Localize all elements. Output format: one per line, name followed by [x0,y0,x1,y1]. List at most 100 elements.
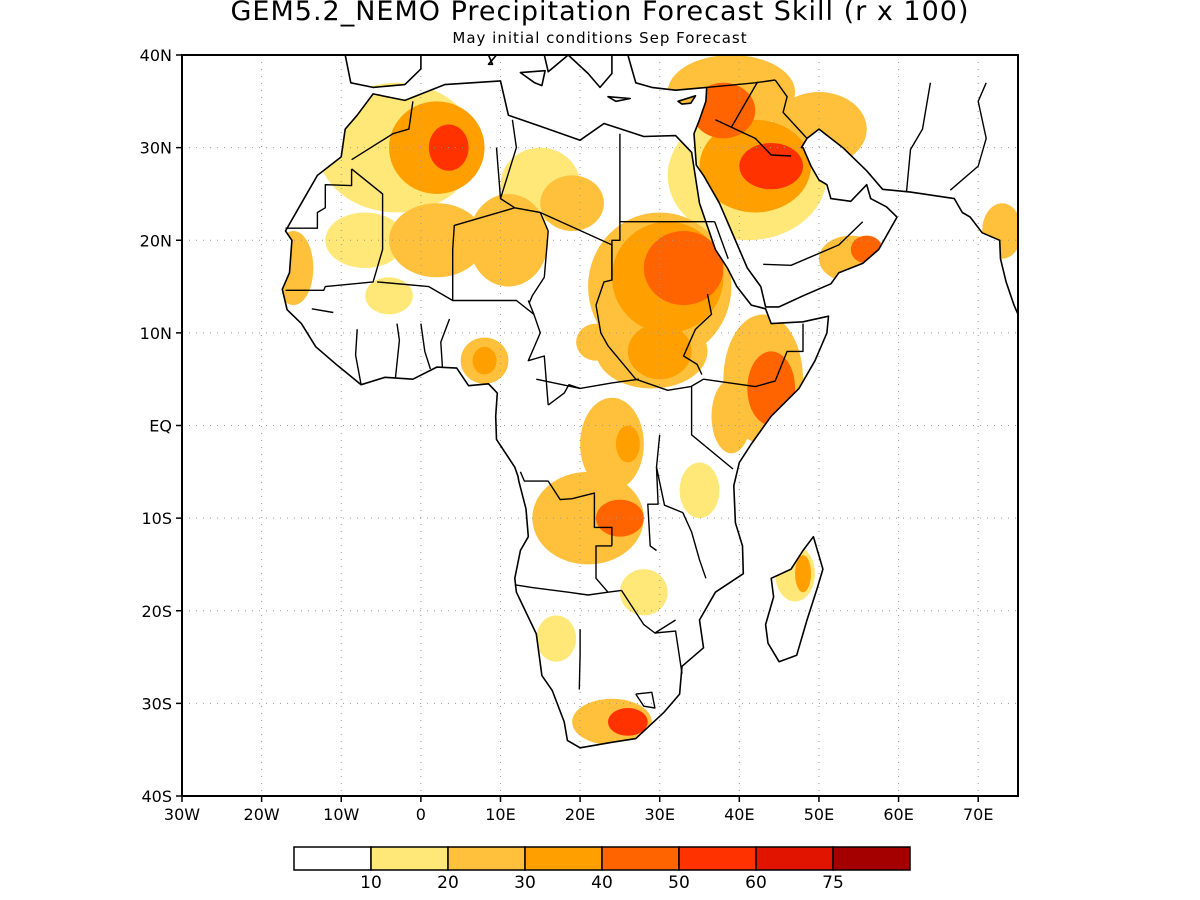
skill-blob [580,397,644,491]
country-border [440,318,451,368]
country-border [655,434,684,514]
country-border [528,230,549,304]
country-border [311,308,334,314]
country-border [394,323,401,379]
country-border [595,304,691,391]
lon-tick-label: 30E [644,805,674,824]
lat-tick-label: 40N [140,46,172,65]
country-border [690,323,804,388]
skill-blob [472,346,497,375]
country-border [647,467,659,552]
country-border [285,168,384,291]
skill-blob [982,203,1018,259]
country-border [635,691,656,709]
coastline [677,95,697,105]
country-border [714,221,729,260]
coastline [1056,335,1072,370]
colorbar-label: 75 [822,873,844,893]
coastline [344,55,629,89]
map-subtitle: May initial conditions Sep Forecast [452,29,748,47]
country-border [527,300,549,406]
lon-tick-label: 20W [244,805,280,824]
colorbar: 10 20 30 40 50 60 75 [293,846,911,893]
colorbar-swatch [524,846,603,871]
lon-tick-label: 70E [963,805,993,824]
country-border [519,471,613,546]
colorbar-label: 40 [591,873,613,893]
lon-tick-label: 50E [804,805,834,824]
coastline [607,95,632,103]
skill-blob [795,555,811,593]
colorbar-swatch [293,846,372,871]
skill-blob [282,230,314,306]
skill-blob [691,82,756,139]
skill-blob [619,569,668,616]
colorbar-swatch [447,846,526,871]
skill-blob [389,203,485,278]
skill-blob [615,425,640,463]
colorbar-label: 10 [360,873,382,893]
skill-blob [627,323,692,380]
colorbar-swatch [755,846,834,871]
lon-tick-label: 30W [164,805,200,824]
country-border [499,119,518,199]
skill-blob [596,499,644,537]
colorbar-swatch [601,846,680,871]
skill-blob [365,277,413,315]
country-border [730,81,759,128]
country-border [578,629,581,690]
country-border [354,329,362,385]
skill-blob [711,379,752,454]
country-border [690,386,734,470]
coastlines [281,55,1072,749]
colorbar-swatch [678,846,757,871]
lon-tick-label: 40E [724,805,754,824]
colorbar-label: 50 [668,873,690,893]
country-border [949,82,987,191]
lat-tick-label: 30S [141,694,172,713]
skill-blob [468,193,549,287]
country-border [547,384,581,406]
lon-tick-label: 0 [416,805,426,824]
country-border [452,207,515,250]
lon-tick-label: 60E [883,805,913,824]
map-title: GEM5.2_NEMO Precipitation Forecast Skill… [230,0,970,27]
country-border [715,119,792,157]
skill-blob [747,351,796,426]
country-border [682,512,707,579]
lat-tick-label: 10S [141,509,172,528]
skill-blob [540,175,604,231]
skill-blob [576,323,616,361]
country-border [682,293,713,375]
skill-blob [679,462,720,519]
lon-tick-label: 10E [485,805,515,824]
lon-axis: 30W 20W 10W 0 10E 20E 30E 40E 50E 60E 70E [164,796,993,824]
skill-blob [643,230,724,306]
country-border [514,584,609,596]
country-border [774,79,808,139]
coastline [281,80,830,749]
country-border [763,221,864,266]
skill-blob [325,212,405,269]
coastline [764,535,824,663]
country-border [377,281,535,315]
lat-tick-label: 20S [141,602,172,621]
coastline [519,69,546,87]
coastline [627,55,1018,317]
country-border [620,590,676,634]
country-border [351,101,414,161]
colorbar-swatch [370,846,449,871]
country-border [540,211,613,281]
country-border [420,323,432,370]
lat-tick-label: 40S [141,787,172,806]
skill-blob [739,142,804,190]
lat-tick-label: EQ [149,417,172,436]
country-border [285,168,353,229]
skill-blob [536,615,577,662]
lat-tick-label: 20N [140,231,172,250]
colorbar-label: 60 [745,873,767,893]
colorbar-label: 20 [437,873,459,893]
lat-tick-label: 10N [140,324,172,343]
country-border [654,630,683,674]
